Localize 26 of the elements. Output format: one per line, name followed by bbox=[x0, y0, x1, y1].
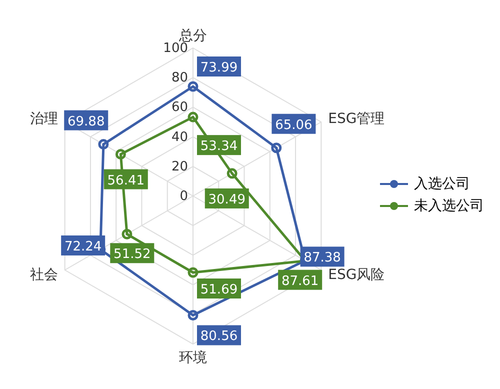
y-tick-label: 80 bbox=[171, 70, 188, 86]
data-label: 72.24 bbox=[64, 239, 102, 254]
spoke-label: ESG风险 bbox=[328, 266, 385, 283]
spoke-label: 治理 bbox=[30, 110, 58, 127]
legend-label: 未入选公司 bbox=[414, 196, 484, 214]
y-tick-label: 100 bbox=[163, 41, 188, 56]
spoke-label: 社会 bbox=[30, 266, 58, 283]
legend-label: 入选公司 bbox=[414, 174, 470, 192]
spoke-label: ESG管理 bbox=[328, 110, 385, 127]
data-label: 69.88 bbox=[68, 114, 105, 130]
data-label: 87.38 bbox=[304, 250, 341, 266]
y-tick-label: 40 bbox=[171, 130, 188, 145]
data-label: 80.56 bbox=[200, 329, 238, 344]
data-label: 56.41 bbox=[107, 173, 145, 188]
y-tick-label: 0 bbox=[180, 189, 188, 204]
data-label: 51.69 bbox=[200, 282, 238, 298]
data-label: 51.52 bbox=[114, 247, 151, 262]
spoke-label: 环境 bbox=[179, 350, 207, 366]
data-label: 87.61 bbox=[281, 274, 319, 289]
y-tick-label: 20 bbox=[171, 159, 188, 174]
y-tick-label: 60 bbox=[171, 100, 188, 116]
data-label: 73.99 bbox=[200, 60, 238, 76]
data-label: 30.49 bbox=[208, 192, 246, 208]
data-label: 53.34 bbox=[200, 139, 238, 154]
spoke-label: 总分 bbox=[178, 28, 207, 44]
data-label: 65.06 bbox=[275, 118, 312, 133]
